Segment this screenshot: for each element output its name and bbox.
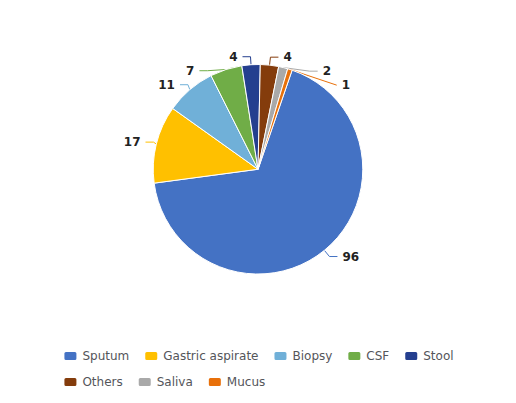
svg-text:96: 96 [342,250,359,264]
svg-text:Stool: Stool [423,349,453,363]
svg-text:Saliva: Saliva [157,375,193,389]
svg-text:Biopsy: Biopsy [292,349,332,363]
svg-text:Mucus: Mucus [227,375,265,389]
svg-text:17: 17 [124,135,141,149]
svg-text:11: 11 [158,78,175,92]
svg-text:Others: Others [82,375,122,389]
svg-text:1: 1 [342,78,350,92]
svg-text:7: 7 [186,64,194,78]
svg-text:Gastric aspirate: Gastric aspirate [163,349,258,363]
svg-text:CSF: CSF [366,349,389,363]
svg-text:2: 2 [323,64,331,78]
svg-text:4: 4 [283,50,291,64]
svg-text:Sputum: Sputum [82,349,129,363]
svg-text:4: 4 [229,50,237,64]
